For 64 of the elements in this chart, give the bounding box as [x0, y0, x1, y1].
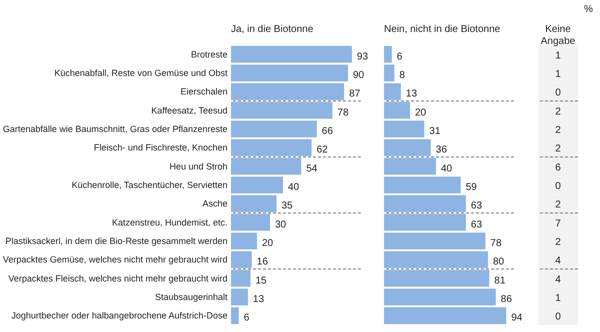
- data-label: 81: [494, 275, 506, 286]
- y-tick-label: Küchenrolle, Taschentücher, Servietten: [72, 180, 228, 190]
- data-label: 13: [252, 294, 264, 305]
- y-tick-label: Verpacktes Gemüse, welches nicht mehr gebraucht wird: [2, 254, 228, 265]
- chart-title: Ja, in die Biotonne: [231, 24, 314, 35]
- data-label: 4: [555, 256, 562, 267]
- data-label: 90: [353, 70, 365, 81]
- y-tick-label: Fleisch- und Fischreste, Knochen: [94, 142, 228, 153]
- data-label: 0: [555, 88, 562, 99]
- y-tick-label: Heu und Stroh: [169, 161, 228, 172]
- data-label: 13: [406, 88, 418, 100]
- data-label: 54: [306, 163, 318, 174]
- data-label: 78: [337, 107, 349, 118]
- data-label: 2: [555, 144, 562, 155]
- data-label: 1: [555, 293, 562, 304]
- data-label: 78: [490, 238, 502, 249]
- data-label: 20: [415, 107, 427, 118]
- data-label: 63: [470, 219, 482, 230]
- data-label: 6: [244, 312, 250, 324]
- y-tick-label: Joghurtbecher oder halbangebrochene Aufstrich-Dose: [11, 310, 228, 321]
- data-label: 59: [466, 182, 478, 193]
- data-label: 66: [322, 126, 334, 137]
- data-label: 2: [555, 237, 562, 248]
- text: Keine Angabe: [540, 24, 576, 47]
- data-label: 15: [256, 275, 268, 286]
- data-label: 93: [356, 51, 368, 62]
- data-label: 63: [470, 200, 482, 212]
- data-label: 40: [441, 163, 453, 174]
- y-tick-label: Verpacktes Fleisch, welches nicht mehr gebraucht wird: [8, 273, 228, 284]
- data-label: 35: [282, 200, 294, 212]
- data-label: 16: [256, 256, 268, 268]
- y-tick-label: Staubsaugerinhalt: [154, 292, 228, 302]
- data-label: 6: [555, 162, 562, 174]
- data-label: 87: [349, 88, 361, 100]
- data-label: 30: [275, 219, 287, 230]
- chart-title: Nein, nicht in die Biotonne: [384, 24, 501, 35]
- y-tick-label: Plastiksackerl, in dem die Bio-Reste gesammelt werden: [5, 236, 228, 246]
- data-label: 4: [555, 274, 562, 286]
- data-label: 40: [288, 182, 300, 193]
- data-label: 8: [399, 70, 406, 81]
- data-label: 2: [555, 106, 562, 118]
- y-tick-label: Brotreste: [190, 49, 228, 60]
- y-tick-label: Gartenabfälle wie Baumschnitt, Gras oder Pflanzenreste: [2, 124, 228, 134]
- data-label: 2: [555, 200, 562, 211]
- y-tick-label: Eierschalen: [180, 86, 228, 97]
- y-tick-label: Küchenabfall, Reste von Gemüse und Obst: [54, 68, 228, 78]
- data-label: 80: [493, 256, 505, 268]
- y-tick-label: Katzenstreu, Hundemist, etc.: [112, 217, 228, 228]
- data-label: 86: [500, 294, 512, 305]
- y-tick-label: Kaffeesatz, Teesud: [151, 105, 228, 116]
- data-label: 6: [396, 51, 403, 62]
- y-tick-label: Asche: [202, 198, 228, 209]
- data-label: 1: [555, 50, 562, 62]
- data-label: 31: [429, 126, 441, 137]
- data-label: 1: [555, 69, 562, 80]
- data-label: 2: [555, 125, 562, 136]
- data-label: 7: [555, 218, 562, 230]
- data-label: 20: [262, 238, 274, 249]
- data-label: 36: [436, 144, 448, 156]
- data-label: 62: [316, 144, 328, 156]
- data-label: 0: [555, 312, 562, 323]
- data-label: 0: [555, 181, 562, 192]
- data-label: 94: [511, 312, 523, 324]
- text: %: [584, 4, 593, 15]
